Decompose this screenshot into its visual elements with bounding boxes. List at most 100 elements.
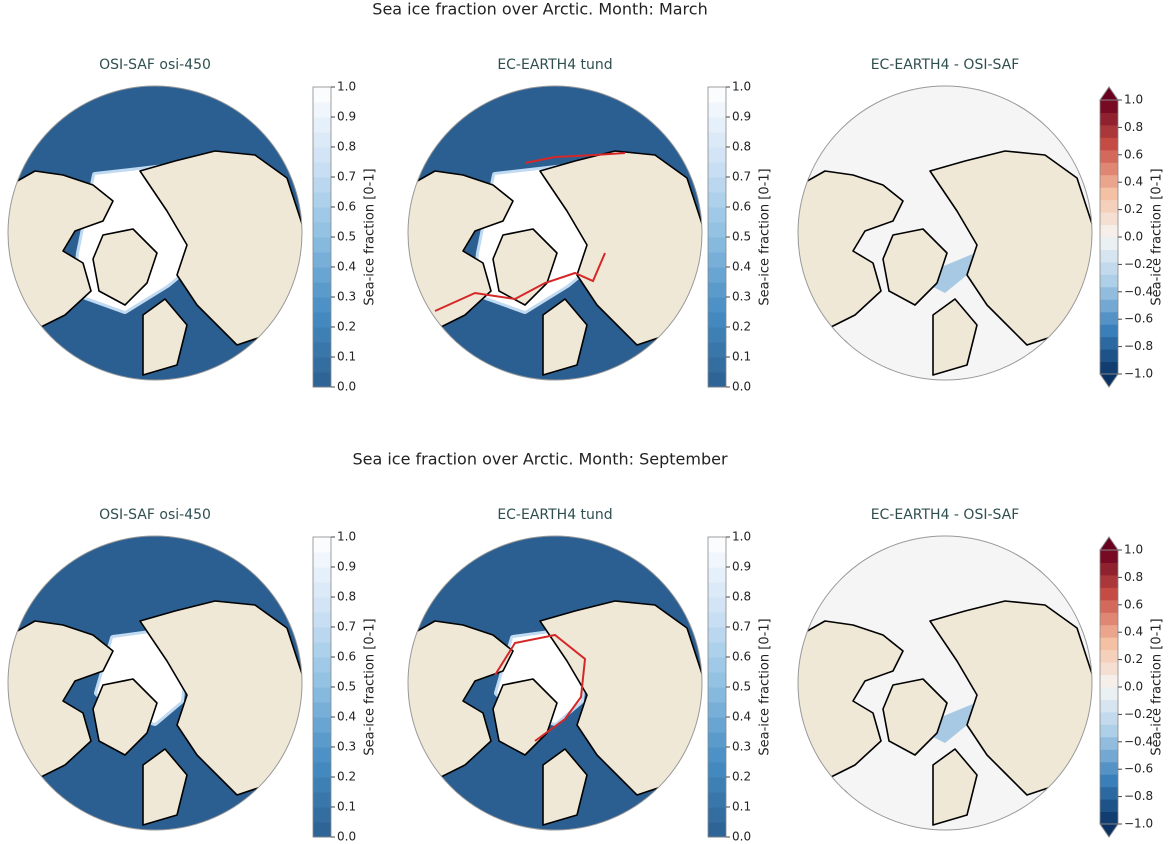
colorbar-segment	[1100, 774, 1118, 788]
colorbar-segment	[708, 702, 726, 718]
colorbar-segment	[313, 87, 331, 103]
row-title: Sea ice fraction over Arctic. Month: Sep…	[352, 450, 728, 469]
colorbar-segment	[313, 822, 331, 838]
colorbar-tick-label: 0.0	[732, 380, 751, 394]
colorbar-segment	[708, 687, 726, 703]
colorbar-tick-label: 0.8	[337, 140, 356, 154]
colorbar-tick-label: 0.0	[337, 830, 356, 844]
colorbar-tick-label: 1.0	[337, 530, 356, 544]
colorbar-extend	[1099, 823, 1119, 838]
colorbar-segment	[313, 267, 331, 283]
colorbar-tick-label: 0.3	[337, 740, 356, 754]
colorbar-segment	[313, 207, 331, 223]
map-border	[7, 535, 303, 831]
panel: EC-EARTH4 - OSI-SAF −1.0 −0.8 −0.6 −0.4 −0.2 0…	[797, 507, 1165, 838]
colorbar-tick-label: −0.4	[1124, 734, 1153, 748]
colorbar-tick-label: 0.8	[1124, 120, 1143, 134]
colorbar-extend	[1099, 86, 1119, 101]
colorbar-segment	[1100, 174, 1118, 188]
colorbar-tick-label: 1.0	[1124, 543, 1143, 557]
colorbar-segment	[1100, 612, 1118, 626]
colorbar-tick-label: 0.9	[337, 110, 356, 124]
panel: OSI-SAF osi-450 0.0 0.1 0.2 0.3 0.4 0.5 0.6 0.7 0…	[7, 57, 378, 394]
colorbar-segment	[708, 207, 726, 223]
colorbar-segment	[1100, 687, 1118, 700]
colorbar-segment	[1100, 249, 1118, 263]
colorbar-tick-label: 0.2	[1124, 652, 1143, 666]
colorbar-segment	[1100, 786, 1118, 800]
colorbar-tick-label: 0.2	[337, 770, 356, 784]
land	[932, 748, 978, 826]
colorbar-segment	[313, 282, 331, 298]
colorbar-segment	[313, 372, 331, 388]
colorbar-tick-label: 0.1	[732, 350, 751, 364]
colorbar-tick-label: 0.5	[732, 680, 751, 694]
colorbar-segment	[1100, 286, 1118, 300]
colorbar-tick-label: 0.3	[732, 290, 751, 304]
colorbar-segment	[313, 117, 331, 133]
colorbar-tick-label: 0.3	[337, 290, 356, 304]
panel: EC-EARTH4 tund 0.0 0.1 0.2 0.3 0.4 0.5 0.6 0.7 0.…	[407, 57, 773, 394]
map-border	[407, 85, 703, 381]
colorbar-segment	[1100, 749, 1118, 763]
colorbar-tick-label: 0.4	[732, 710, 751, 724]
colorbar-tick-label: 0.4	[337, 710, 356, 724]
colorbar-segment	[313, 612, 331, 628]
colorbar-label: Sea-ice fraction [0-1]	[1150, 168, 1165, 305]
land	[142, 298, 188, 376]
colorbar-segment	[313, 777, 331, 793]
colorbar-segment	[1100, 137, 1118, 151]
colorbar-segment	[708, 132, 726, 148]
colorbar-segment	[708, 102, 726, 118]
colorbar-tick-label: 0.6	[732, 200, 751, 214]
colorbar-tick-label: 0.6	[337, 200, 356, 214]
colorbar-segment	[313, 732, 331, 748]
land	[542, 298, 588, 376]
colorbar-segment	[313, 327, 331, 343]
colorbar-tick-label: 0.2	[732, 770, 751, 784]
colorbar-tick-label: 1.0	[337, 80, 356, 94]
map-layers	[798, 600, 1092, 830]
colorbar-segment	[708, 297, 726, 313]
colorbar-segment	[313, 792, 331, 808]
colorbar-label: Sea-ice fraction [0-1]	[363, 618, 378, 755]
colorbar-tick-label: 0.2	[337, 320, 356, 334]
colorbar-segment	[708, 177, 726, 193]
map	[8, 536, 302, 830]
colorbar-segment	[708, 87, 726, 103]
map-layers	[8, 150, 302, 380]
colorbar-tick-label: 0.8	[732, 590, 751, 604]
colorbar-segment	[708, 672, 726, 688]
colorbar-segment	[1100, 649, 1118, 663]
land	[92, 228, 158, 306]
panel-title: EC-EARTH4 - OSI-SAF	[871, 507, 1020, 523]
colorbar-tick-label: −0.2	[1124, 257, 1153, 271]
colorbar-tick-label: −0.4	[1124, 284, 1153, 298]
land	[932, 298, 978, 376]
colorbar-segment	[1100, 237, 1118, 250]
colorbar-segment	[313, 147, 331, 163]
colorbar-segment	[1100, 187, 1118, 201]
panel-title: EC-EARTH4 tund	[497, 507, 612, 523]
colorbar-label: Sea-ice fraction [0-1]	[758, 168, 773, 305]
colorbar-tick-label: 0.4	[1124, 175, 1143, 189]
colorbar-segment	[1100, 361, 1118, 375]
colorbar-segment	[708, 372, 726, 388]
land	[92, 678, 158, 756]
panel: OSI-SAF osi-450 0.0 0.1 0.2 0.3 0.4 0.5 0.6 0.7 0…	[7, 507, 378, 844]
colorbar-segment	[1100, 574, 1118, 588]
colorbar-segment	[708, 357, 726, 373]
colorbar-tick-label: 0.4	[1124, 625, 1143, 639]
colorbar-segment	[313, 567, 331, 583]
colorbar-tick-label: 0.6	[1124, 597, 1143, 611]
colorbar-segment	[1100, 149, 1118, 163]
colorbar-segment	[313, 102, 331, 118]
colorbar-segment	[708, 282, 726, 298]
ice-edge	[494, 633, 587, 742]
colorbar-tick-label: 0.7	[732, 170, 751, 184]
colorbar-segment	[708, 162, 726, 178]
colorbar-segment	[1100, 761, 1118, 775]
colorbar-segment	[708, 192, 726, 208]
colorbar-segment	[313, 192, 331, 208]
